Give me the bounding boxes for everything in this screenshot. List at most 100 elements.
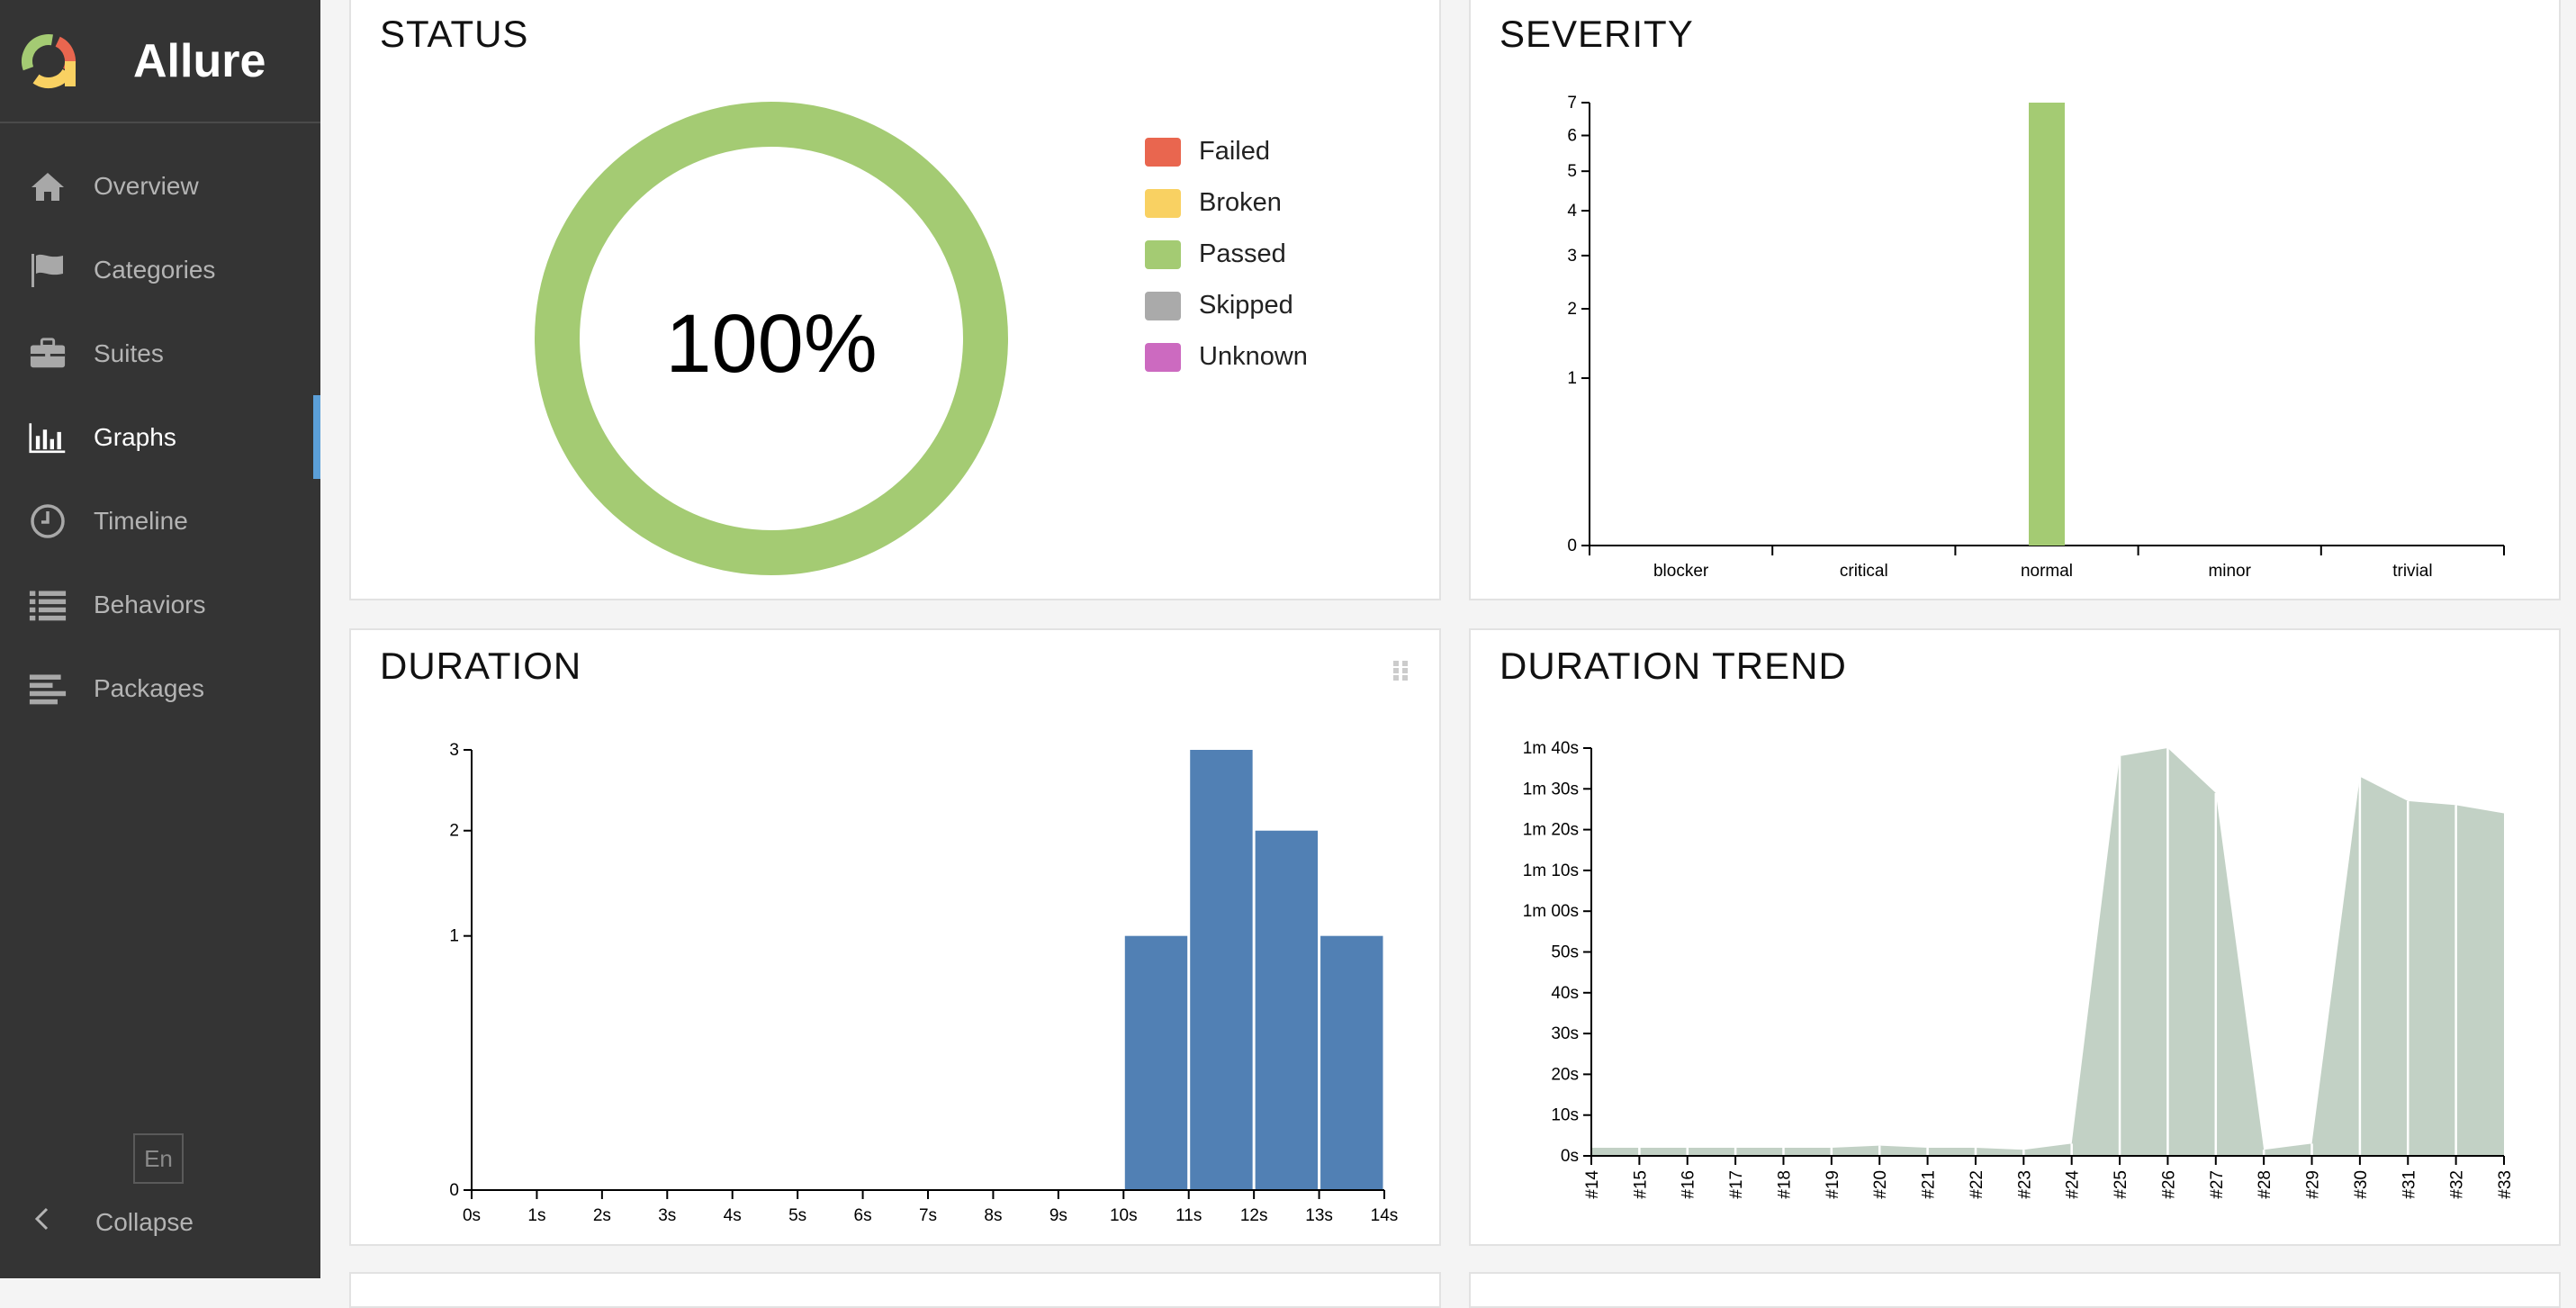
duration-histogram: 0 1 2 3 0s 1s 2s 3s 4s 5s 6s 7s 8s 9s 10s 11s 12s 13s 14s [449, 741, 1399, 1225]
legend-label: Skipped [1199, 291, 1293, 320]
sidebar-item-label: Suites [94, 338, 164, 367]
y-tick-label: 1 [1567, 369, 1577, 388]
x-tick-label: 4s [724, 1206, 742, 1225]
histogram-bar-10s [1124, 935, 1188, 1190]
x-tick-label: #18 [1775, 1170, 1794, 1199]
sidebar-item-label: Behaviors [94, 590, 206, 618]
legend-label: Broken [1199, 188, 1282, 217]
list-icon [29, 586, 67, 624]
widget-title: SEVERITY [1500, 13, 1694, 55]
widget-title: STATUS [380, 13, 529, 55]
legend-item-broken[interactable]: Broken [1145, 177, 1308, 229]
sidebar-item-label: Timeline [94, 506, 188, 535]
x-tick-label: #29 [2304, 1170, 2323, 1199]
legend-label: Unknown [1199, 342, 1308, 371]
brand[interactable]: Allure [0, 0, 320, 123]
y-tick-label: 30s [1551, 1024, 1579, 1043]
flag-icon [29, 251, 67, 289]
legend-item-passed[interactable]: Passed [1145, 229, 1308, 280]
home-icon [29, 167, 67, 205]
legend-item-unknown[interactable]: Unknown [1145, 331, 1308, 383]
y-tick-label: 2 [449, 822, 459, 841]
legend-item-skipped[interactable]: Skipped [1145, 280, 1308, 331]
donut-slice-passed [535, 102, 1008, 575]
legend-item-failed[interactable]: Failed [1145, 126, 1308, 177]
x-tick-label: 0s [463, 1206, 481, 1225]
x-tick-label: #19 [1824, 1170, 1842, 1199]
y-tick-label: 0 [449, 1181, 459, 1200]
sidebar-item-timeline[interactable]: Timeline [0, 479, 320, 563]
legend-swatch [1145, 188, 1181, 218]
sidebar-item-suites[interactable]: Suites [0, 311, 320, 395]
sidebar-item-label: Packages [94, 673, 204, 702]
y-tick-label: 0s [1561, 1147, 1579, 1166]
y-tick-label: 1m 40s [1523, 739, 1579, 758]
x-tick-label: 8s [984, 1206, 1002, 1225]
y-tick-label: 1m 20s [1523, 821, 1579, 840]
x-tick-label: 9s [1049, 1206, 1067, 1225]
histogram-bar-13s [1320, 935, 1383, 1190]
x-tick-label: #31 [2400, 1170, 2418, 1199]
x-tick-label: #20 [1871, 1170, 1890, 1199]
sidebar-item-categories[interactable]: Categories [0, 228, 320, 311]
histogram-bar-12s [1255, 830, 1319, 1190]
x-tick-label: #17 [1727, 1170, 1746, 1199]
sidebar-item-label: Categories [94, 255, 216, 284]
legend-swatch [1145, 342, 1181, 372]
y-tick-label: 3 [1567, 247, 1577, 266]
bar-normal [2029, 103, 2065, 546]
x-tick-label-minor: minor [2208, 562, 2251, 581]
x-tick-label: 6s [854, 1206, 872, 1225]
y-tick-label: 40s [1551, 984, 1579, 1003]
y-tick-label: 0 [1567, 537, 1577, 555]
x-tick-label: #21 [1920, 1170, 1939, 1199]
briefcase-icon [29, 335, 67, 373]
sidebar: Allure Overview Categories Suites Graphs [0, 0, 320, 1278]
drag-handle-icon[interactable] [1392, 659, 1410, 682]
x-tick-label: #30 [2352, 1170, 2371, 1199]
y-tick-label: 10s [1551, 1106, 1579, 1125]
x-tick-label: #16 [1680, 1170, 1698, 1199]
legend-swatch [1145, 291, 1181, 320]
collapse-label: Collapse [95, 1207, 194, 1236]
sidebar-item-packages[interactable]: Packages [0, 646, 320, 730]
sidebar-item-label: Graphs [94, 422, 176, 451]
sidebar-item-overview[interactable]: Overview [0, 144, 320, 228]
x-tick-label: 14s [1371, 1206, 1399, 1225]
allure-logo-icon [22, 33, 76, 88]
align-left-icon [29, 670, 67, 708]
x-tick-label: 10s [1110, 1206, 1138, 1225]
x-tick-label: #22 [1968, 1170, 1986, 1199]
widget-title: DURATION [380, 645, 582, 687]
x-tick-label-critical: critical [1840, 562, 1888, 581]
severity-widget: SEVERITY 0 1 2 3 4 5 6 7 blocker critical normal mi… [1469, 0, 2561, 600]
x-tick-label: #32 [2448, 1170, 2467, 1199]
y-tick-label: 5 [1567, 162, 1577, 181]
chevron-left-icon [32, 1206, 50, 1238]
x-tick-label: #28 [2256, 1170, 2274, 1199]
duration-trend-widget: DURATION TREND 0s 10s 20s 30s 40s 50s 1m 00s 1m… [1469, 628, 2561, 1246]
y-tick-label: 50s [1551, 943, 1579, 962]
y-tick-label: 6 [1567, 126, 1577, 145]
sidebar-item-behaviors[interactable]: Behaviors [0, 563, 320, 646]
x-tick-label: #25 [2112, 1170, 2130, 1199]
x-tick-label: 12s [1240, 1206, 1268, 1225]
bar-chart-icon [29, 419, 67, 456]
widget-partial-right [1469, 1272, 2561, 1308]
clock-icon [29, 502, 67, 540]
app-name: Allure [133, 34, 266, 87]
severity-bar-chart: 0 1 2 3 4 5 6 7 blocker critical normal minor trivia… [1567, 94, 2505, 581]
duration-widget: DURATION 0 1 2 3 0s 1s 2s 3s 4s 5s 6s 7s 8s 9s 10s 11s 1… [349, 628, 1441, 1246]
sidebar-item-graphs[interactable]: Graphs [0, 395, 320, 479]
y-tick-label: 20s [1551, 1065, 1579, 1084]
x-tick-label: 13s [1305, 1206, 1333, 1225]
x-tick-label: #33 [2496, 1170, 2515, 1199]
x-tick-label: 2s [593, 1206, 611, 1225]
collapse-button[interactable]: Collapse [32, 1206, 194, 1238]
legend-swatch [1145, 239, 1181, 269]
y-tick-label: 1m 10s [1523, 861, 1579, 880]
x-tick-label-blocker: blocker [1653, 562, 1709, 581]
widget-partial-left [349, 1272, 1441, 1308]
language-switcher[interactable]: En [133, 1133, 184, 1184]
y-tick-label: 1m 00s [1523, 902, 1579, 921]
